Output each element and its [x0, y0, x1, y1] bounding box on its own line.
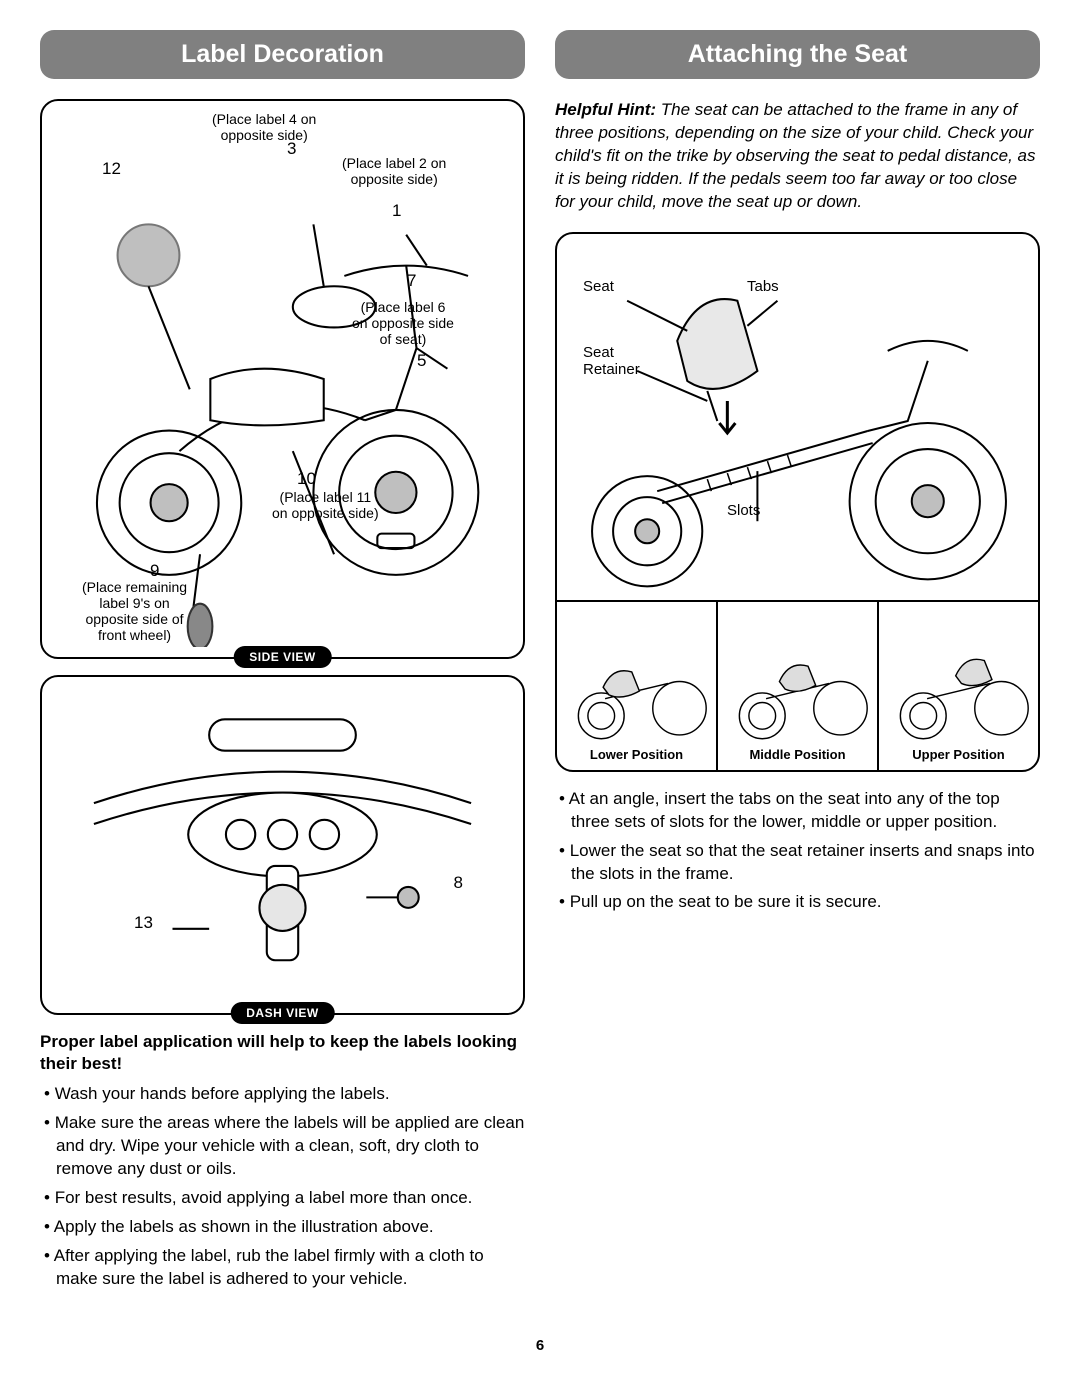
seat-instr-item: At an angle, insert the tabs on the seat…	[555, 788, 1040, 834]
label-num-1: 1	[392, 201, 401, 221]
seat-label-tabs: Tabs	[747, 278, 779, 295]
callout-label2: (Place label 2 on opposite side)	[342, 155, 446, 187]
label-num-10: 10	[297, 469, 316, 489]
label-instructions-list: Wash your hands before applying the labe…	[40, 1083, 525, 1291]
label-instr-item: Apply the labels as shown in the illustr…	[40, 1216, 525, 1239]
callout-label11: (Place label 11 on opposite side)	[272, 489, 379, 521]
helpful-hint: Helpful Hint: The seat can be attached t…	[555, 99, 1040, 214]
middle-pos-icon	[726, 637, 869, 747]
page-number: 6	[40, 1337, 1040, 1354]
callout-label9: (Place remaining label 9's on opposite s…	[82, 579, 187, 643]
seat-instr-item: Pull up on the seat to be sure it is sec…	[555, 891, 1040, 914]
label-instr-item: For best results, avoid applying a label…	[40, 1187, 525, 1210]
lower-position-cell: Lower Position	[557, 602, 718, 770]
side-view-badge: SIDE VIEW	[233, 646, 332, 668]
upper-position-label: Upper Position	[912, 747, 1004, 762]
callout-label6: (Place label 6 on opposite side of seat)	[352, 299, 454, 347]
seat-instr-item: Lower the seat so that the seat retainer…	[555, 840, 1040, 886]
lower-pos-icon	[565, 637, 708, 747]
upper-position-cell: Upper Position	[879, 602, 1038, 770]
label-instr-item: After applying the label, rub the label …	[40, 1245, 525, 1291]
attaching-seat-header: Attaching the Seat	[555, 30, 1040, 79]
lower-position-label: Lower Position	[590, 747, 683, 762]
seat-diagram: Seat Tabs Seat Retainer Slots Lowe	[555, 232, 1040, 772]
side-view-diagram: 12 3 1 7 5 10 9 (Place label 4 on opposi…	[40, 99, 525, 659]
seat-label-retainer: Seat Retainer	[583, 344, 640, 378]
upper-pos-icon	[887, 637, 1030, 747]
label-instr-item: Make sure the areas where the labels wil…	[40, 1112, 525, 1181]
middle-position-label: Middle Position	[749, 747, 845, 762]
seat-label-seat: Seat	[583, 278, 614, 295]
label-num-5: 5	[417, 351, 426, 371]
trike-dash-illustration	[52, 687, 513, 1003]
seat-main-illustration	[567, 244, 1028, 598]
hint-label: Helpful Hint:	[555, 100, 656, 119]
label-decoration-header: Label Decoration	[40, 30, 525, 79]
dash-view-badge: DASH VIEW	[230, 1002, 335, 1024]
callout-label4: (Place label 4 on opposite side)	[212, 111, 316, 143]
trike-side-illustration	[52, 111, 513, 647]
label-num-12: 12	[102, 159, 121, 179]
label-num-13: 13	[134, 913, 153, 933]
seat-instructions-list: At an angle, insert the tabs on the seat…	[555, 788, 1040, 915]
label-num-9: 9	[150, 561, 159, 581]
seat-label-slots: Slots	[727, 502, 760, 519]
dash-view-diagram: 8 13 DASH VIEW	[40, 675, 525, 1015]
seat-position-row: Lower Position Middle Position	[557, 600, 1038, 770]
label-num-7: 7	[407, 271, 416, 291]
label-instructions-title: Proper label application will help to ke…	[40, 1031, 525, 1075]
middle-position-cell: Middle Position	[718, 602, 879, 770]
label-instr-item: Wash your hands before applying the labe…	[40, 1083, 525, 1106]
label-num-8: 8	[454, 873, 463, 893]
